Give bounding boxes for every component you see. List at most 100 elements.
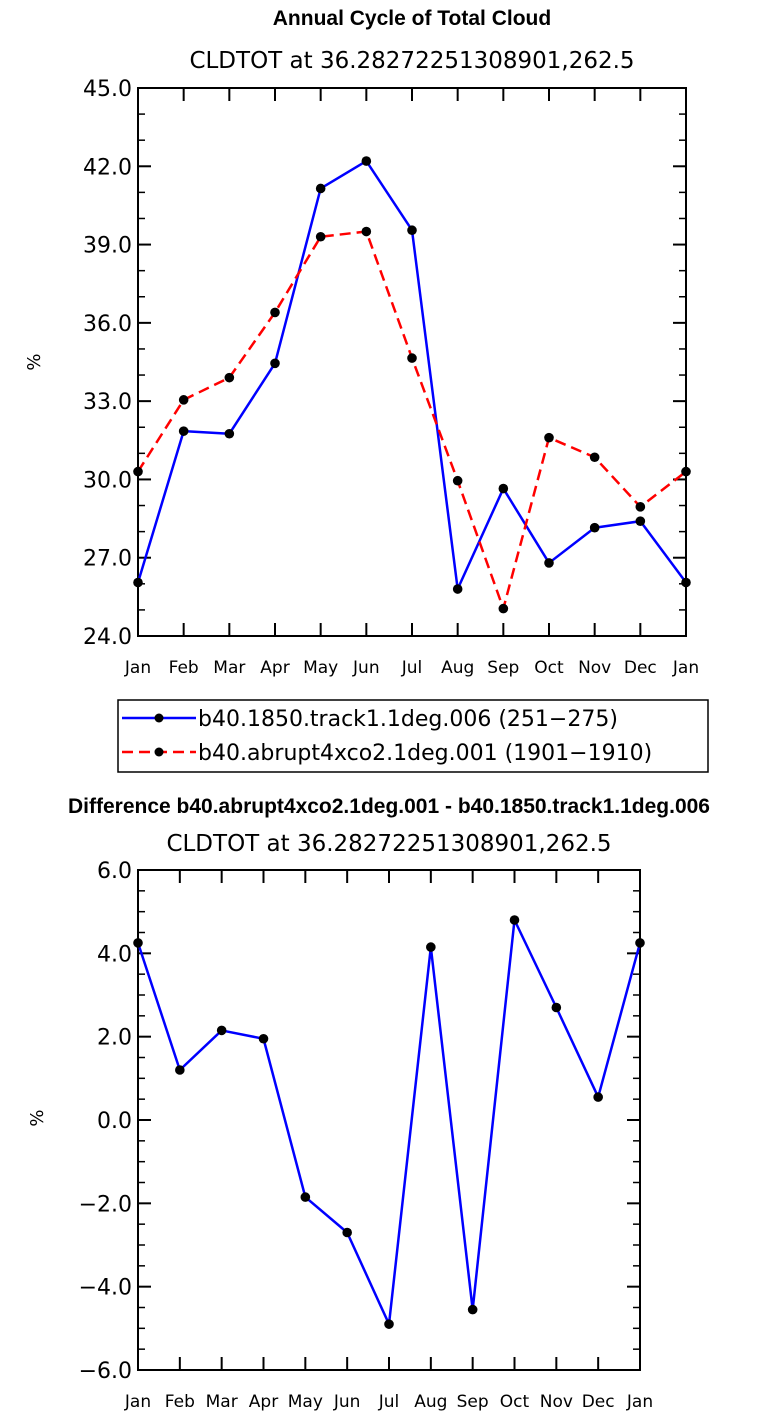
data-point [635,516,646,526]
data-point [361,156,372,166]
chart-title: Difference b40.abrupt4xco2.1deg.001 - b4… [68,795,710,818]
y-tick-label: 36.0 [83,312,132,337]
x-tick-label: Jul [378,1392,400,1412]
x-tick-label: Jun [333,1392,361,1412]
tick-labels: −6.0 −4.0 −2.0 0.0 2.0 4.0 6.0 Jan Feb Mar Apr May J… [79,859,654,1412]
x-tick-label: May [288,1392,323,1412]
chart-title: Annual Cycle of Total Cloud [273,7,551,30]
data-point [498,603,509,614]
data-point [224,372,235,383]
x-tick-label: Oct [500,1392,530,1412]
x-tick-label: Jun [352,658,380,678]
x-tick-label: Nov [540,1392,573,1412]
x-tick-label: Dec [624,658,657,678]
data-point [426,942,436,952]
plot-area [137,87,687,637]
data-point [178,426,189,436]
data-point [498,483,509,494]
series-line [136,230,687,610]
data-point [315,231,326,242]
plot-area [137,869,641,1371]
x-tick-label: Feb [169,658,199,678]
x-tick-label: Oct [534,658,564,678]
data-point [635,938,645,948]
annual-cycle-panel: Annual Cycle of Total Cloud CLDTOT at 36… [24,7,699,678]
plot-frame [137,869,641,1371]
x-tick-label: Sep [487,658,519,678]
data-point [452,584,463,594]
difference-panel: Difference b40.abrupt4xco2.1deg.001 - b4… [27,795,710,1412]
data-point [589,522,600,533]
y-tick-label: 2.0 [97,1026,132,1051]
y-tick-label: −2.0 [79,1192,132,1217]
x-tick-label: Dec [582,1392,615,1412]
x-tick-label: Apr [249,1392,278,1412]
y-tick-label: −6.0 [79,1359,132,1384]
y-tick-label: 27.0 [83,547,132,572]
data-point [133,577,143,588]
chart-subtitle: CLDTOT at 36.28272251308901,262.5 [166,831,611,857]
data-point [593,1092,603,1102]
x-tick-label: Apr [260,658,289,678]
y-tick-label: 4.0 [97,942,132,967]
legend-box [117,699,709,773]
x-tick-label: Jan [672,658,699,678]
y-axis-label: % [24,353,45,370]
data-point [133,466,143,477]
data-point [681,577,691,588]
data-point [178,395,189,405]
data-point [384,1319,394,1329]
series-line [136,918,642,1326]
data-point [589,452,600,463]
data-point [467,1304,478,1315]
data-point [133,938,143,948]
chart-subtitle: CLDTOT at 36.28272251308901,262.5 [189,48,634,74]
data-point [175,1065,185,1075]
y-axis-label: % [27,1109,48,1126]
series-layer [133,156,691,614]
y-tick-label: 6.0 [97,859,132,884]
data-point [216,1025,227,1036]
x-tick-label: Aug [414,1392,447,1412]
data-point [509,915,520,925]
legend-entry-4xco2: b40.abrupt4xco2.1deg.001 (1901−1910) [198,741,652,766]
y-tick-label: 30.0 [83,468,132,493]
tick-labels: 24.0 27.0 30.0 33.0 36.0 39.0 42.0 45.0 Jan Feb Ma… [83,77,699,678]
x-tick-label: Jan [124,658,151,678]
y-tick-label: 39.0 [83,234,132,259]
series-line [136,159,688,591]
x-tick-label: Jul [401,658,423,678]
x-tick-label: Mar [206,1392,238,1412]
series-layer [133,915,645,1329]
data-point [342,1227,352,1238]
data-point [544,558,554,568]
data-point [635,502,646,512]
y-tick-label: −4.0 [79,1276,132,1301]
data-point [300,1192,311,1202]
legend-marker-4xco2 [154,747,164,757]
x-tick-label: Aug [441,658,474,678]
y-tick-label: 24.0 [83,625,132,650]
data-point [224,428,235,439]
data-point [315,183,326,194]
y-tick-label: 33.0 [83,390,132,415]
data-point [258,1033,269,1044]
data-point [407,225,417,236]
x-tick-label: Jan [626,1392,653,1412]
x-tick-label: Nov [578,658,611,678]
data-point [270,307,280,318]
x-tick-label: Jan [124,1392,151,1412]
data-point [681,466,691,477]
data-point [270,358,280,369]
y-tick-label: 45.0 [83,77,132,102]
data-point [361,226,372,237]
x-tick-label: Mar [213,658,245,678]
data-point [407,353,417,363]
data-point [452,475,463,486]
y-tick-label: 0.0 [97,1109,132,1134]
y-tick-label: 42.0 [83,155,132,180]
legend-marker-control [154,713,164,723]
legend: b40.1850.track1.1deg.006 (251−275) b40.a… [117,699,709,773]
data-point [544,432,554,443]
